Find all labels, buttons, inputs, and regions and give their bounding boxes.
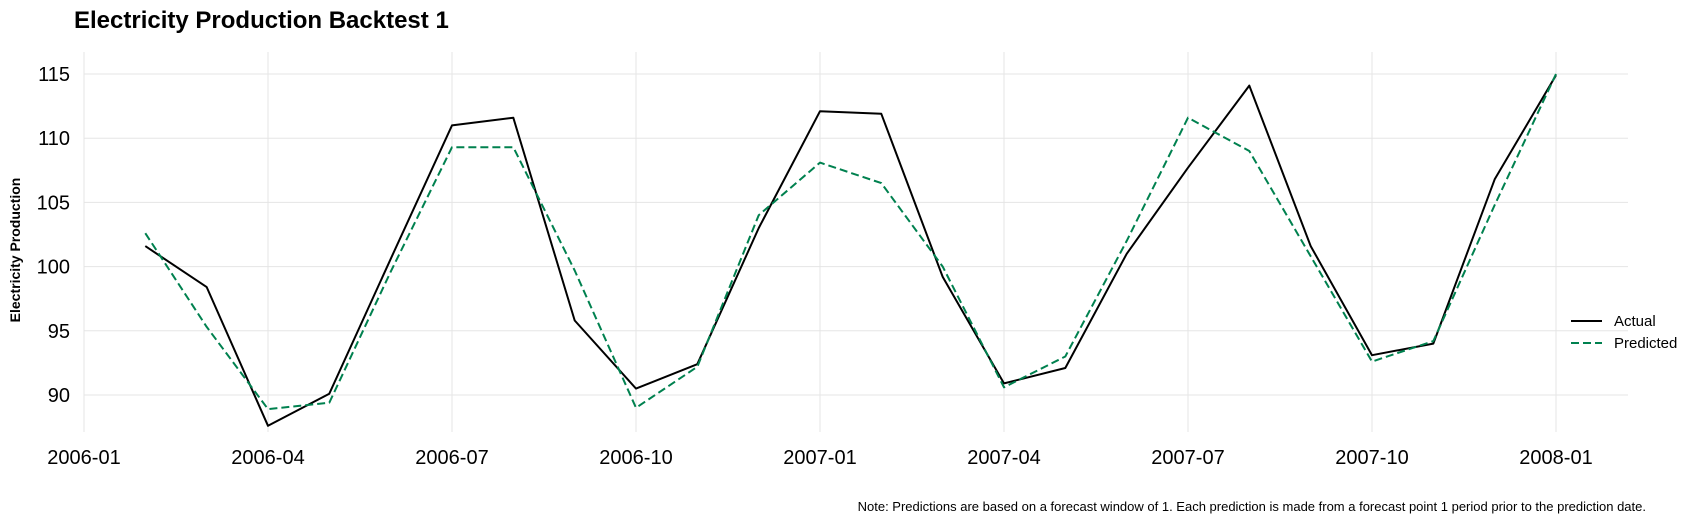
grid bbox=[83, 52, 1628, 432]
legend-label-predicted: Predicted bbox=[1614, 335, 1677, 352]
x-tick-label: 2007-01 bbox=[783, 447, 856, 469]
x-tick-label: 2006-10 bbox=[599, 447, 672, 469]
y-tick-label: 95 bbox=[48, 321, 70, 343]
x-tick-label: 2006-04 bbox=[231, 447, 304, 469]
y-tick-label: 105 bbox=[37, 192, 70, 214]
y-tick-label: 110 bbox=[38, 128, 70, 150]
x-tick-label: 2007-04 bbox=[967, 447, 1040, 469]
y-axis-label: Electricity Production bbox=[7, 178, 23, 323]
y-axis-ticks: 90 95 100 105 110 115 bbox=[37, 64, 70, 407]
plot-area bbox=[144, 73, 1557, 427]
x-tick-label: 2007-07 bbox=[1151, 447, 1224, 469]
x-tick-label: 2008-01 bbox=[1519, 447, 1592, 469]
x-tick-label: 2006-07 bbox=[415, 447, 488, 469]
forecast-note: Note: Predictions are based on a forecas… bbox=[858, 499, 1646, 514]
x-axis-ticks: 2006-01 2006-04 2006-07 2006-10 2007-01 2007-… bbox=[47, 447, 1592, 469]
y-tick-label: 115 bbox=[38, 64, 70, 86]
legend: Actual Predicted bbox=[1571, 313, 1677, 352]
series-line-predicted bbox=[144, 73, 1557, 411]
series-line-actual bbox=[144, 74, 1557, 427]
legend-label-actual: Actual bbox=[1614, 313, 1656, 330]
chart-title: Electricity Production Backtest 1 bbox=[74, 7, 449, 34]
y-tick-label: 100 bbox=[37, 257, 70, 279]
x-tick-label: 2006-01 bbox=[47, 447, 120, 469]
y-tick-label: 90 bbox=[48, 385, 70, 407]
x-tick-label: 2007-10 bbox=[1335, 447, 1408, 469]
